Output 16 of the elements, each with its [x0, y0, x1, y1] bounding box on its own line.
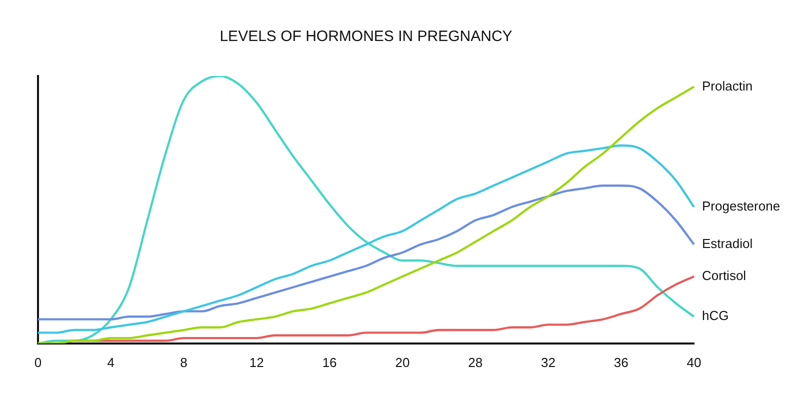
- x-tick-label: 0: [34, 354, 42, 370]
- x-tick-label: 16: [322, 354, 337, 370]
- series-label: Progesterone: [702, 198, 780, 214]
- x-tick-label: 32: [540, 354, 556, 370]
- x-tick-label: 20: [395, 354, 410, 370]
- x-tick-label: 8: [180, 354, 188, 370]
- series-label: Prolactin: [702, 78, 753, 94]
- series-label: hCG: [702, 308, 729, 324]
- series-label: Cortisol: [702, 268, 746, 284]
- chart-title: LEVELS OF HORMONES IN PREGNANCY: [220, 28, 512, 46]
- x-tick-label: 4: [107, 354, 115, 370]
- x-tick-label: 28: [468, 354, 483, 370]
- series-label: Estradiol: [702, 236, 753, 252]
- x-tick-label: 12: [249, 354, 264, 370]
- x-tick-label: 40: [686, 354, 702, 370]
- x-tick-label: 36: [614, 354, 628, 370]
